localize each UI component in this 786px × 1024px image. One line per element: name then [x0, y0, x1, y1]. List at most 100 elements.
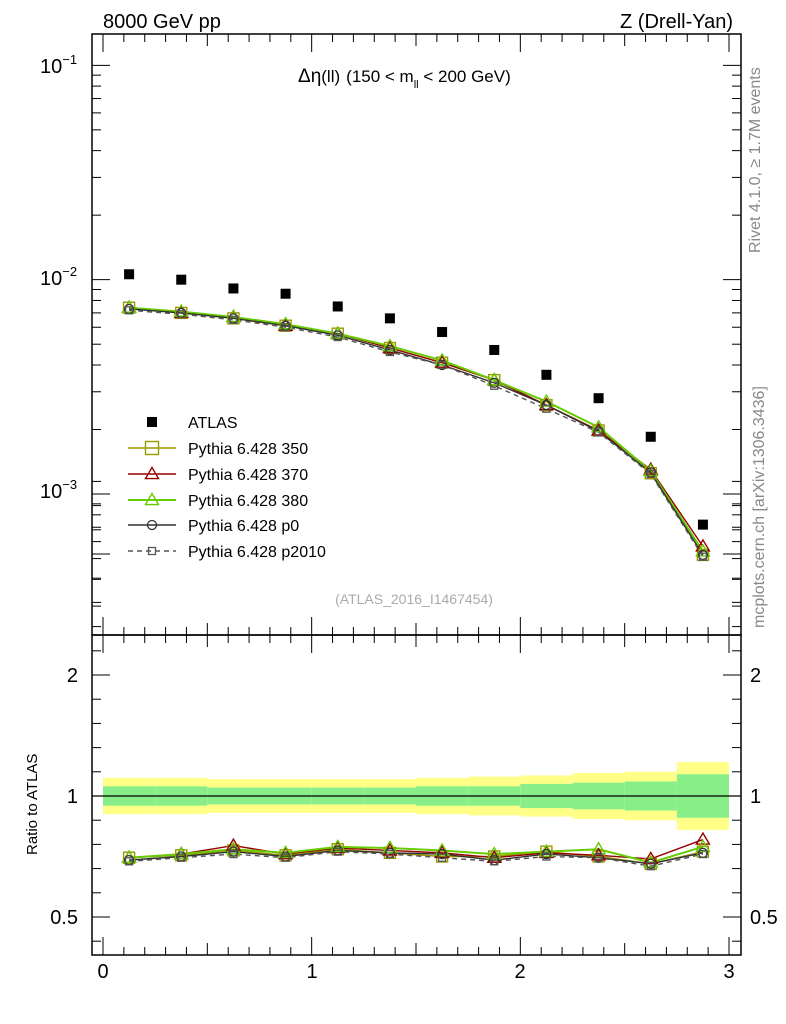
ratio-uncertainty-band — [92, 762, 741, 830]
point-p0-6 — [436, 359, 448, 371]
point-atlas-11 — [697, 519, 708, 530]
ratio-tick-label-2-right: 2 — [750, 665, 761, 687]
rivet-label: Rivet 4.1.0, ≥ 1.7M events — [747, 67, 764, 253]
point-p2010-11 — [698, 552, 708, 561]
ratio-point-p2010-11 — [698, 849, 708, 859]
analysis-annotation: (ATLAS_2016_I1467454) — [335, 591, 493, 607]
legend-label-pythia-370: Pythia 6.428 370 — [188, 467, 308, 484]
y-tick-label-1e-2: 10−2 — [40, 264, 77, 290]
point-atlas-8 — [541, 369, 552, 380]
axis-ticks — [92, 34, 741, 955]
ratio-point-p370-6 — [434, 844, 450, 859]
ratio-tick-label-05-left: 0.5 — [50, 907, 78, 929]
legend-marker-p0 — [146, 519, 158, 531]
point-atlas-3 — [280, 288, 291, 299]
point-p2010-4 — [333, 332, 342, 342]
x-tick-label-0: 0 — [97, 961, 108, 983]
point-atlas-5 — [384, 313, 395, 324]
ratio-tick-label-2-left: 2 — [67, 665, 78, 687]
legend-label-atlas: ATLAS — [188, 415, 238, 432]
ratio-point-p2010-9 — [594, 853, 603, 862]
plot-title: Δη(ll) (150 < mll < 200 GeV) — [298, 66, 511, 91]
legend-label-pythia-p0: Pythia 6.428 p0 — [188, 518, 299, 535]
ratio-point-p2010-5 — [385, 849, 395, 859]
ratio-point-p380-5 — [382, 840, 398, 854]
point-p2010-10 — [646, 469, 655, 479]
legend: ATLAS Pythia 6.428 350 Pythia 6.428 370 … — [128, 415, 326, 561]
ratio-point-p2010-4 — [333, 847, 342, 856]
ratio-point-p380-10 — [643, 854, 659, 868]
legend-label-pythia-350: Pythia 6.428 350 — [188, 441, 308, 458]
point-atlas-4 — [332, 301, 343, 312]
point-p2010-0 — [124, 306, 134, 315]
point-p380-9 — [590, 419, 607, 433]
legend-item-pythia-p2010: Pythia 6.428 p2010 — [128, 544, 326, 561]
ratio-line-p370 — [129, 838, 704, 860]
legend-item-pythia-380: Pythia 6.428 380 — [128, 492, 308, 510]
point-p380-11 — [695, 543, 711, 557]
legend-marker-p370 — [144, 466, 160, 480]
legend-label-pythia-380: Pythia 6.428 380 — [188, 493, 308, 510]
point-p2010-7 — [490, 381, 499, 390]
header-left: 8000 GeV pp — [103, 11, 221, 33]
ratio-point-p0-9 — [593, 852, 604, 863]
point-p2010-9 — [594, 428, 603, 437]
point-atlas-0 — [124, 269, 135, 280]
ratio-point-p380-3 — [277, 844, 294, 859]
series-line-p0 — [129, 308, 704, 556]
ratio-point-p2010-6 — [437, 853, 447, 862]
x-tick-label-3: 3 — [723, 961, 734, 983]
header-right: Z (Drell-Yan) — [620, 11, 733, 33]
point-atlas-10 — [645, 431, 656, 442]
ratio-point-p2010-2 — [229, 849, 238, 859]
y-tick-label-1e-1: 10−1 — [40, 52, 77, 78]
ratio-y-axis-label: Ratio to ATLAS — [24, 754, 41, 855]
point-p380-5 — [382, 338, 398, 352]
ratio-tick-label-1-left: 1 — [67, 786, 78, 808]
point-atlas-1 — [176, 274, 187, 285]
legend-marker-p2010 — [147, 546, 157, 556]
ratio-point-p370-10 — [643, 851, 659, 865]
ratio-point-p2010-8 — [542, 852, 551, 861]
point-p2010-8 — [542, 404, 551, 413]
legend-item-pythia-350: Pythia 6.428 350 — [128, 440, 308, 458]
point-atlas-6 — [437, 327, 448, 338]
point-p2010-5 — [385, 347, 395, 357]
mcplots-label: mcplots.cern.ch [arXiv:1306.3436] — [751, 386, 768, 628]
ratio-point-p380-7 — [486, 846, 502, 860]
ratio-point-p380-11 — [695, 838, 711, 853]
legend-item-atlas: ATLAS — [147, 415, 238, 432]
legend-item-pythia-370: Pythia 6.428 370 — [128, 466, 308, 484]
point-p2010-1 — [177, 310, 186, 319]
ratio-point-p2010-10 — [646, 862, 655, 871]
x-tick-label-1: 1 — [306, 961, 317, 983]
ratio-point-p2010-3 — [281, 853, 290, 862]
point-atlas-7 — [489, 344, 500, 355]
ratio-point-p0-8 — [541, 848, 552, 860]
ratio-point-p370-11 — [695, 831, 711, 845]
series-markers — [121, 269, 711, 871]
series-line-p380 — [129, 306, 704, 552]
point-p0-7 — [489, 377, 500, 389]
ratio-point-p0-10 — [645, 858, 656, 869]
point-p0-11 — [697, 549, 709, 561]
point-p2010-6 — [437, 360, 447, 370]
point-p2010-2 — [229, 315, 238, 324]
legend-marker-p350 — [144, 440, 160, 456]
y-tick-label-1e-3: 10−3 — [40, 477, 77, 503]
ratio-point-p380-4 — [330, 838, 346, 853]
ratio-point-p2010-1 — [177, 853, 186, 862]
series-lines — [129, 306, 704, 867]
ratio-point-p2010-0 — [124, 857, 134, 866]
legend-item-pythia-p0: Pythia 6.428 p0 — [128, 518, 299, 535]
ratio-line-p350 — [129, 848, 704, 865]
point-p0-8 — [541, 399, 552, 411]
x-tick-label-2: 2 — [514, 961, 525, 983]
ratio-tick-label-05-right: 0.5 — [750, 907, 778, 929]
legend-marker-p380 — [144, 492, 160, 506]
point-p0-5 — [384, 344, 396, 356]
point-p2010-3 — [281, 323, 290, 332]
point-p380-6 — [434, 352, 450, 366]
point-atlas-2 — [228, 283, 239, 294]
